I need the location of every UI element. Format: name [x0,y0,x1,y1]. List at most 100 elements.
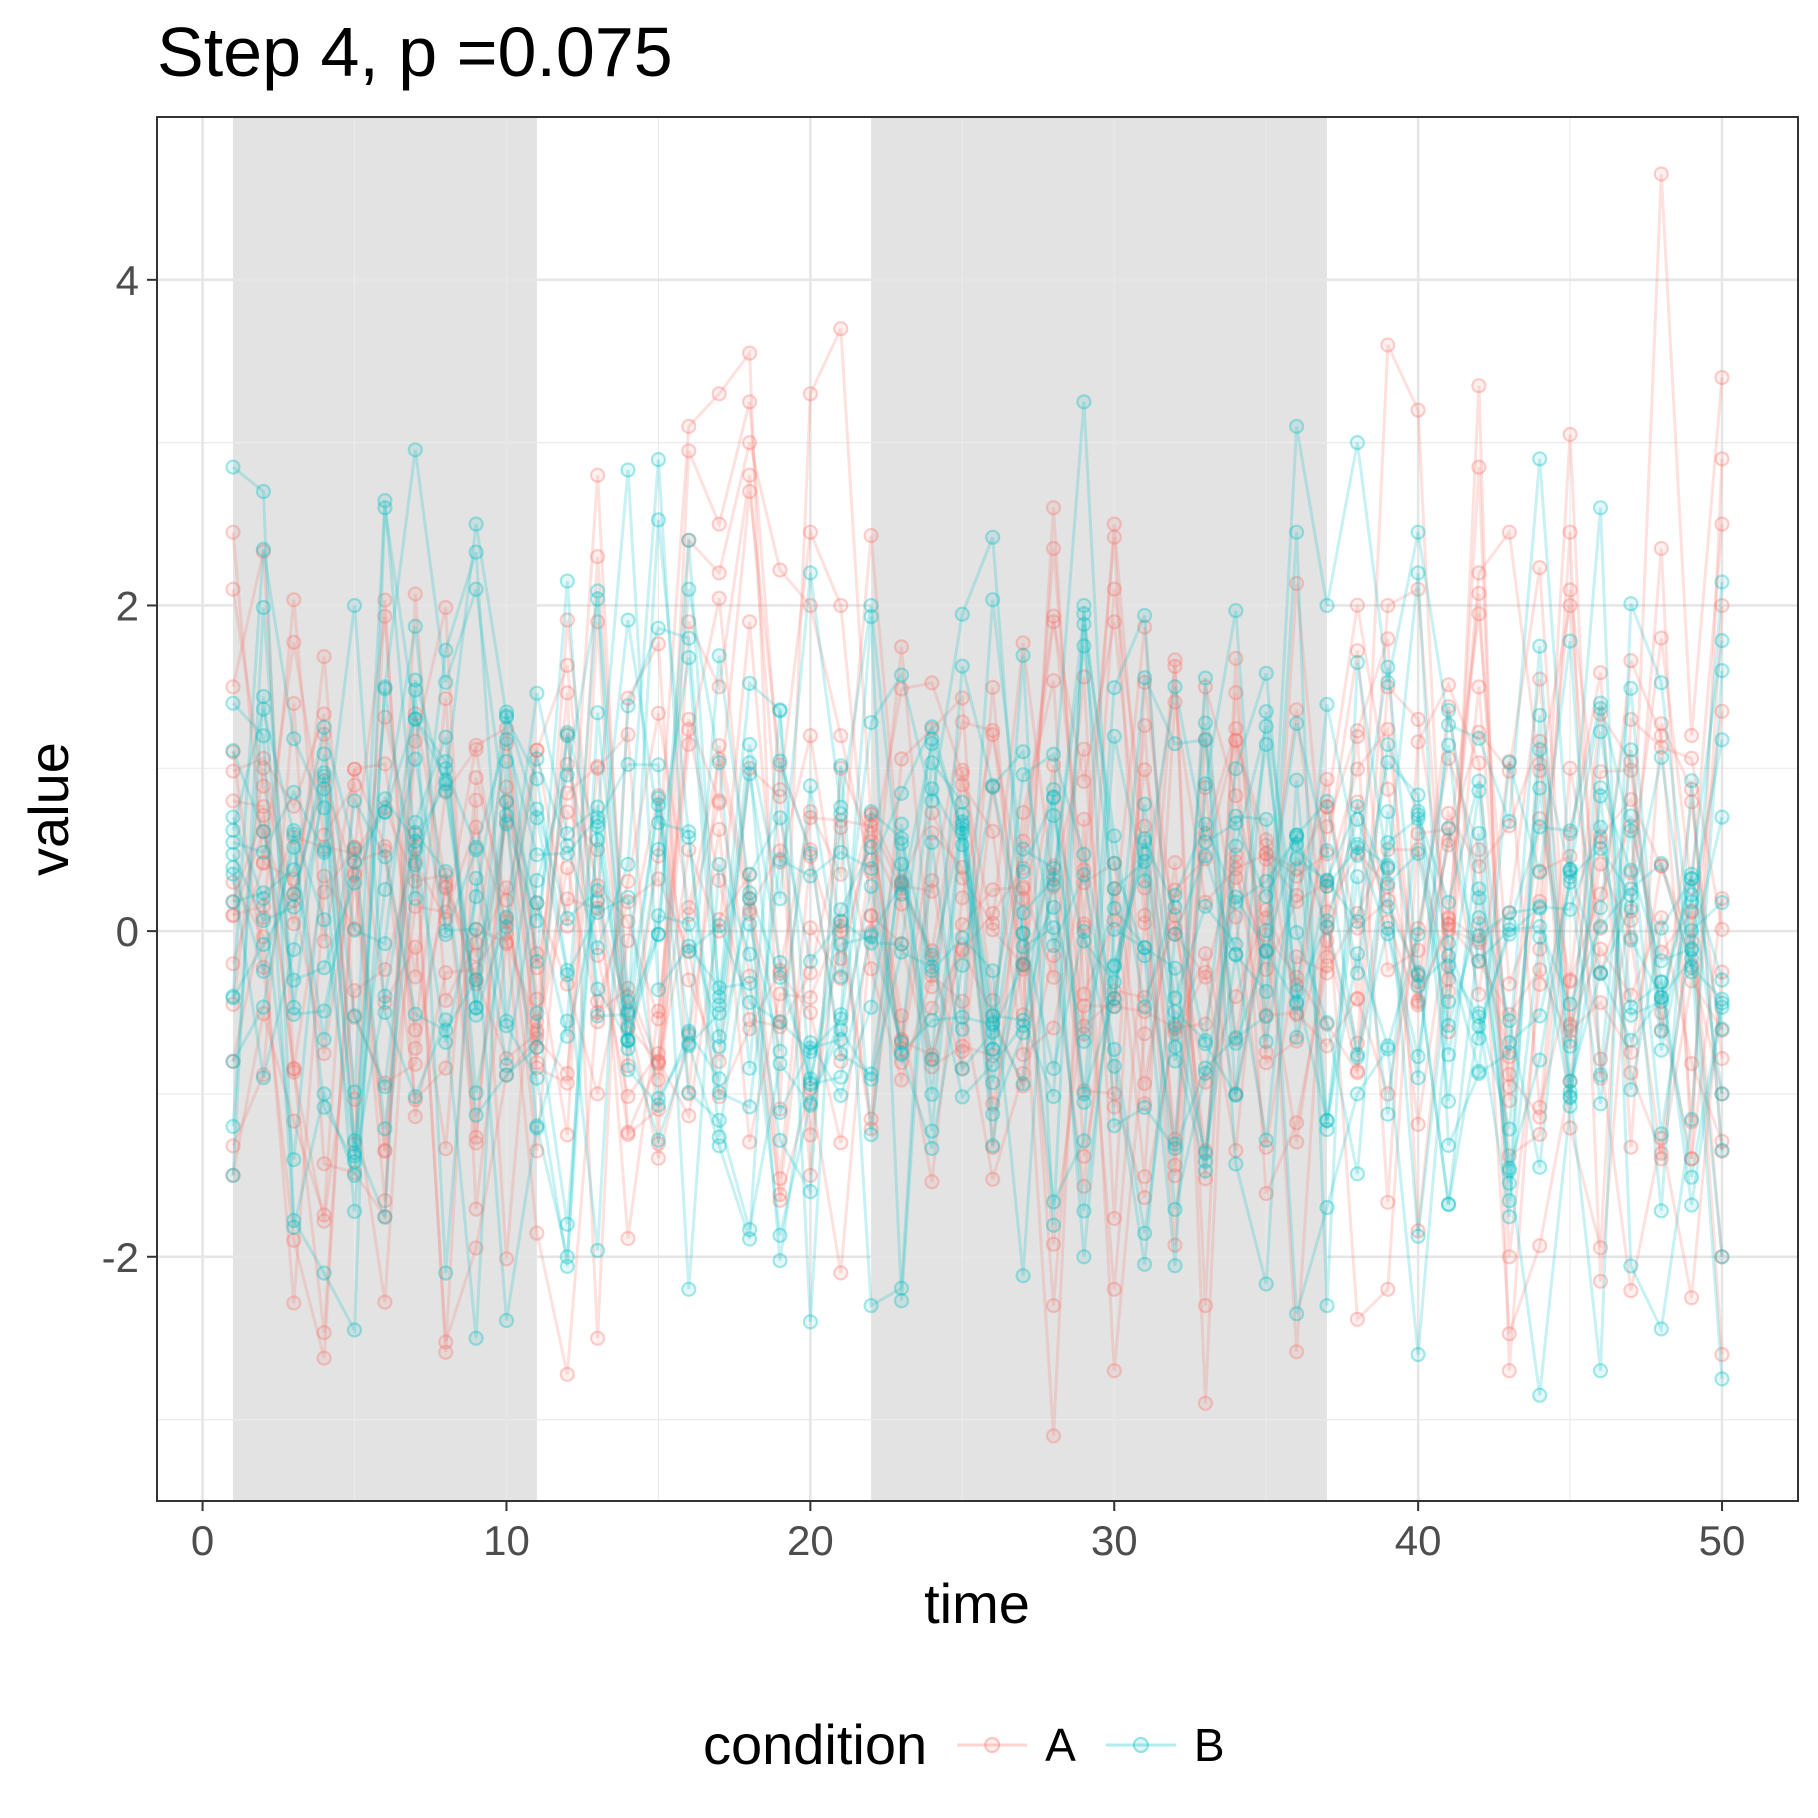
series-A [225,586,1730,1225]
data-point-A [346,921,363,937]
data-point-B [1076,923,1092,940]
data-point-B [620,1062,636,1078]
data-point-B [1106,921,1122,938]
data-point-B [1106,957,1122,973]
data-point-A [1532,1238,1548,1254]
data-point-B [1106,959,1122,975]
series-A [225,590,1730,1341]
data-point-A [1501,1363,1517,1379]
data-point-B [377,500,393,516]
data-point-B [225,834,241,851]
data-point-B [438,674,454,691]
data-point-A [1683,933,1700,950]
data-point-B [1228,1029,1244,1046]
data-point-B [1319,1121,1335,1138]
data-point-B [1410,926,1426,943]
data-point-B [1167,679,1183,695]
data-point-A [1258,1139,1274,1155]
data-point-B [681,532,697,548]
data-point-B [681,1025,697,1042]
data-point-A [1562,972,1578,988]
data-point-B [1349,847,1366,863]
data-point-A [1106,855,1122,872]
data-point-B [1228,1086,1244,1103]
data-point-A [346,839,363,856]
data-point-A [1532,962,1548,978]
data-point-A [1045,1297,1062,1314]
data-point-B [346,1167,363,1184]
data-point-B [407,857,423,873]
data-point-B [407,682,423,698]
data-point-B [1562,1038,1578,1054]
data-point-B [1349,913,1366,930]
data-point-B [286,999,302,1016]
data-point-A [346,867,363,883]
data-point-B [711,989,727,1005]
data-point-A [1471,606,1487,622]
data-point-A [1288,702,1305,718]
data-point-A [681,532,697,548]
data-point-B [255,890,271,907]
data-point-A [1076,1018,1092,1034]
data-point-B [559,1258,575,1275]
data-point-B [1653,749,1669,766]
data-point-A [650,1054,667,1070]
data-point-B [833,901,849,918]
data-point-B [1258,944,1274,960]
data-point-B [772,1227,788,1244]
data-point-A [1683,1055,1700,1072]
data-point-A [1106,1210,1122,1227]
data-point-A [1562,848,1578,865]
data-point-A [893,681,910,697]
data-point-B [863,608,879,625]
data-point-A [772,1101,788,1117]
data-point-B [529,1070,545,1086]
data-point-B [1197,898,1214,914]
data-point-B [863,1071,879,1087]
data-point-A [1592,706,1609,722]
data-point-B [893,830,910,846]
data-point-B [1288,829,1305,846]
data-point-B [711,1038,727,1055]
data-point-B [863,999,879,1015]
data-point-B [681,1023,697,1039]
data-point-A [1258,927,1274,943]
data-point-A [346,1091,363,1108]
data-point-B [377,679,393,695]
data-point-B [1076,846,1092,863]
data-point-B [893,1293,910,1309]
data-point-B [468,1107,484,1123]
data-point-B [1653,1042,1669,1058]
data-point-B [772,753,788,769]
data-point-A [1319,771,1335,787]
data-point-A [1623,865,1639,881]
data-point-B [1440,1137,1457,1154]
data-point-B [1319,1113,1335,1129]
data-point-B [1440,1196,1457,1212]
data-point-A [1015,804,1031,821]
data-point-A [1228,1142,1244,1159]
data-point-B [407,672,423,688]
data-point-B [1623,999,1639,1015]
data-point-A [1167,907,1183,924]
data-point-A [559,612,575,628]
data-point-A [559,726,575,743]
data-point-A [438,784,454,800]
data-point-B [529,771,545,787]
data-point-B [1562,1083,1578,1100]
data-point-A [468,769,484,786]
data-point-A [1440,916,1457,932]
data-point-A [377,608,393,624]
data-point-B [1683,866,1700,882]
data-point-A [802,989,819,1006]
data-point-A [529,1039,545,1056]
data-point-B [1623,742,1639,758]
data-point-B [1501,905,1517,921]
data-point-A [772,965,788,981]
data-point-B [1714,632,1730,649]
data-point-B [1167,990,1183,1006]
data-point-A [1076,741,1092,757]
data-point-B [741,946,758,962]
data-point-B [1623,881,1639,897]
series-B [225,512,1730,1275]
